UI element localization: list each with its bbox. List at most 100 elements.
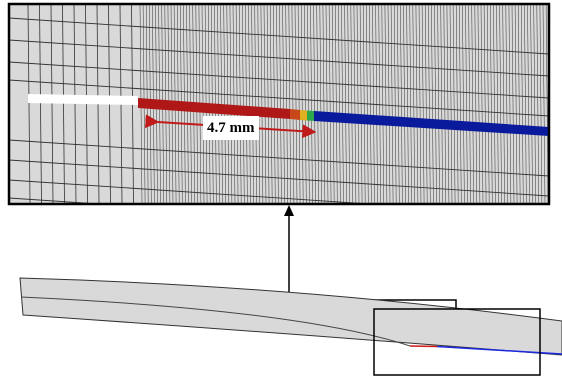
fine-mesh-line — [359, 4, 363, 204]
fine-mesh-line — [415, 4, 419, 204]
inset-frame — [7, 2, 551, 206]
fine-mesh-line — [403, 4, 406, 204]
fine-mesh-line — [266, 4, 270, 204]
fine-mesh-line — [511, 4, 515, 204]
fine-mesh-line — [393, 4, 397, 204]
fine-mesh-line — [400, 4, 403, 204]
fine-mesh-line — [254, 4, 257, 204]
fine-mesh-line — [248, 4, 251, 204]
fine-mesh-line — [409, 4, 412, 204]
zoom-inset — [7, 2, 551, 206]
beam-body — [19, 277, 562, 356]
transition-zone-orange — [290, 109, 300, 120]
fine-mesh-line — [350, 4, 354, 204]
mesh-row-line — [9, 61, 549, 99]
fine-mesh-line — [335, 4, 338, 204]
fine-mesh-line — [331, 4, 335, 204]
fine-mesh-line — [455, 4, 459, 204]
fine-mesh-line — [229, 4, 233, 204]
dimension-label: 4.7 mm — [203, 116, 259, 140]
fine-mesh-line — [493, 4, 496, 204]
intact-zone-strip — [314, 111, 549, 136]
fine-mesh-line — [387, 4, 391, 204]
fine-mesh-line — [459, 4, 462, 204]
fine-mesh-line — [257, 4, 261, 204]
fine-mesh-line — [446, 4, 450, 204]
mesh-row-line — [9, 179, 376, 204]
transition-zone-yellow — [300, 110, 307, 121]
coarse-mesh-line — [73, 4, 77, 204]
arrow-up-icon — [284, 205, 294, 216]
fine-mesh-line — [508, 4, 512, 204]
fine-mesh-line — [486, 4, 490, 204]
fine-mesh-line — [291, 4, 295, 204]
mesh-row-line — [9, 139, 549, 177]
fine-mesh-line — [521, 4, 524, 204]
beam-overview — [19, 277, 562, 376]
fine-mesh-line — [477, 4, 481, 204]
mesh-row-line — [9, 39, 549, 77]
fine-mesh-line — [238, 4, 242, 204]
beam-interface-line — [20, 296, 411, 347]
zoom-connector — [284, 205, 457, 309]
crack-opening — [28, 94, 138, 105]
fine-mesh-line — [496, 4, 499, 204]
fine-mesh-line — [381, 4, 385, 204]
fine-mesh-line — [319, 4, 323, 204]
fine-mesh-line — [307, 4, 310, 204]
fine-mesh-line — [428, 4, 431, 204]
fine-mesh-line — [499, 4, 502, 204]
coarse-mesh-line — [27, 4, 31, 204]
fine-mesh-line — [338, 4, 341, 204]
fine-mesh-line — [276, 4, 279, 204]
mesh-row-line — [9, 79, 549, 117]
fine-mesh-line — [502, 4, 505, 204]
coarse-mesh-line — [62, 4, 65, 204]
fine-mesh-line — [325, 4, 329, 204]
fine-mesh-line — [533, 4, 536, 204]
transition-zone-green — [307, 110, 314, 121]
coarse-mesh-line — [39, 4, 42, 204]
fine-mesh-line — [536, 4, 540, 204]
fine-mesh-line — [524, 4, 527, 204]
fine-mesh-line — [344, 4, 347, 204]
fine-mesh-line — [288, 4, 292, 204]
damaged-zone-strip — [138, 98, 290, 119]
fine-mesh-line — [328, 4, 332, 204]
fine-mesh-line — [282, 4, 285, 204]
fine-mesh-line — [390, 4, 394, 204]
fine-mesh-line — [245, 4, 248, 204]
fine-mesh-line — [474, 4, 478, 204]
fine-mesh-line — [347, 4, 350, 204]
fine-mesh-line — [412, 4, 416, 204]
fine-mesh-line — [431, 4, 434, 204]
fine-mesh-line — [232, 4, 236, 204]
fine-mesh-line — [490, 4, 493, 204]
fine-mesh-line — [424, 4, 428, 204]
fine-mesh-line — [310, 4, 313, 204]
fine-mesh-line — [251, 4, 254, 204]
fine-mesh-line — [223, 4, 226, 204]
fine-mesh-line — [443, 4, 447, 204]
fine-mesh-line — [378, 4, 381, 204]
fine-mesh-line — [434, 4, 437, 204]
fine-mesh-line — [397, 4, 400, 204]
fine-mesh-line — [480, 4, 484, 204]
fine-mesh-line — [530, 4, 533, 204]
fine-mesh-line — [539, 4, 543, 204]
fine-mesh-line — [452, 4, 456, 204]
fine-mesh-line — [313, 4, 316, 204]
fine-mesh-line — [421, 4, 425, 204]
overview-intact-segment — [436, 345, 562, 355]
fine-mesh-line — [353, 4, 357, 204]
mesh-row-line — [9, 17, 549, 55]
fine-mesh-line — [235, 4, 239, 204]
fine-mesh-line — [375, 4, 378, 204]
fine-mesh-line — [505, 4, 509, 204]
fine-mesh-line — [517, 4, 521, 204]
fine-mesh-line — [285, 4, 288, 204]
fine-mesh-line — [279, 4, 282, 204]
fine-mesh-line — [483, 4, 487, 204]
fine-mesh-line — [316, 4, 319, 204]
fine-mesh-line — [341, 4, 344, 204]
